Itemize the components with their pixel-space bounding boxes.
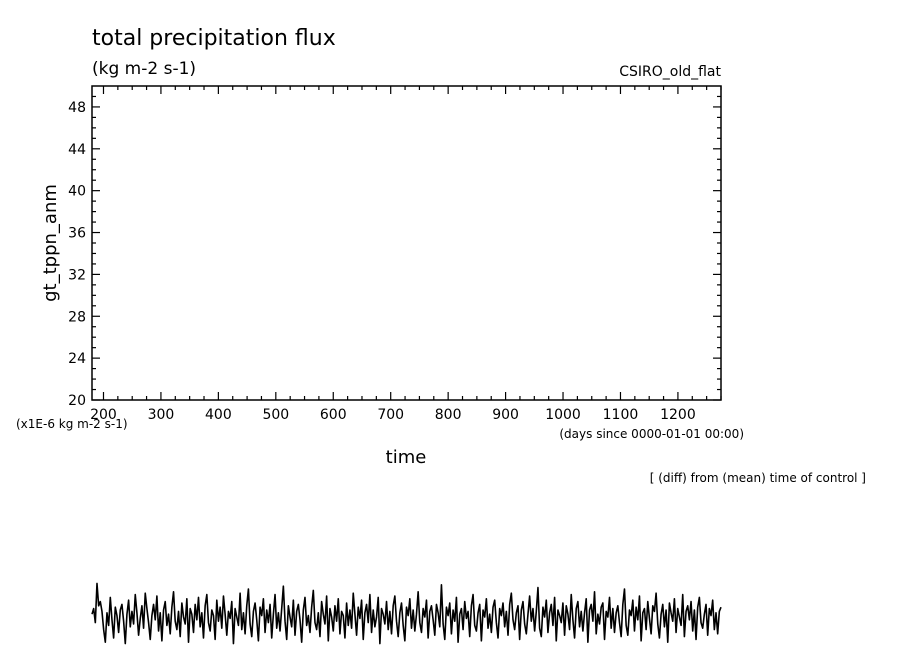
footnote: [ (diff) from (mean) time of control ]	[650, 471, 866, 485]
x-tick-label: 1100	[603, 407, 639, 423]
y-axis-ticks: 20 24 28 32 36 40 44 48	[68, 95, 721, 409]
y-tick-label: 20	[68, 393, 86, 409]
x-tick-label: 400	[205, 407, 232, 423]
x-tick-label: 900	[492, 407, 519, 423]
y-tick-label: 48	[68, 100, 86, 116]
x-axis-ticks: 200 300 400 500 600 700 800 900 1000 1100 1200	[90, 86, 722, 423]
y-tick-label: 28	[68, 309, 86, 325]
x-tick-label: 300	[148, 407, 175, 423]
x-tick-label: 1000	[545, 407, 581, 423]
y-tick-label: 36	[68, 226, 86, 242]
x-axis-units: (days since 0000-01-01 00:00)	[559, 427, 744, 441]
x-tick-label: 800	[435, 407, 462, 423]
chart-title: total precipitation flux	[92, 26, 336, 51]
y-tick-label: 44	[68, 142, 86, 158]
y-tick-label: 32	[68, 267, 86, 283]
plot-frame	[91, 85, 722, 401]
chart-subtitle: (kg m-2 s-1)	[92, 59, 196, 79]
x-tick-label: 200	[90, 407, 117, 423]
model-name-label: CSIRO_old_flat	[619, 64, 721, 80]
x-tick-label: 500	[262, 407, 289, 423]
x-axis-label: time	[386, 447, 427, 468]
y-scale-note: (x1E-6 kg m-2 s-1)	[16, 417, 128, 431]
x-tick-label: 700	[377, 407, 404, 423]
y-axis-label: gt_tppn_anm	[40, 184, 61, 302]
series-line	[91, 582, 722, 645]
x-tick-label: 600	[320, 407, 347, 423]
y-tick-label: 40	[68, 184, 86, 200]
y-tick-label: 24	[68, 351, 86, 367]
x-tick-label: 1200	[660, 407, 696, 423]
